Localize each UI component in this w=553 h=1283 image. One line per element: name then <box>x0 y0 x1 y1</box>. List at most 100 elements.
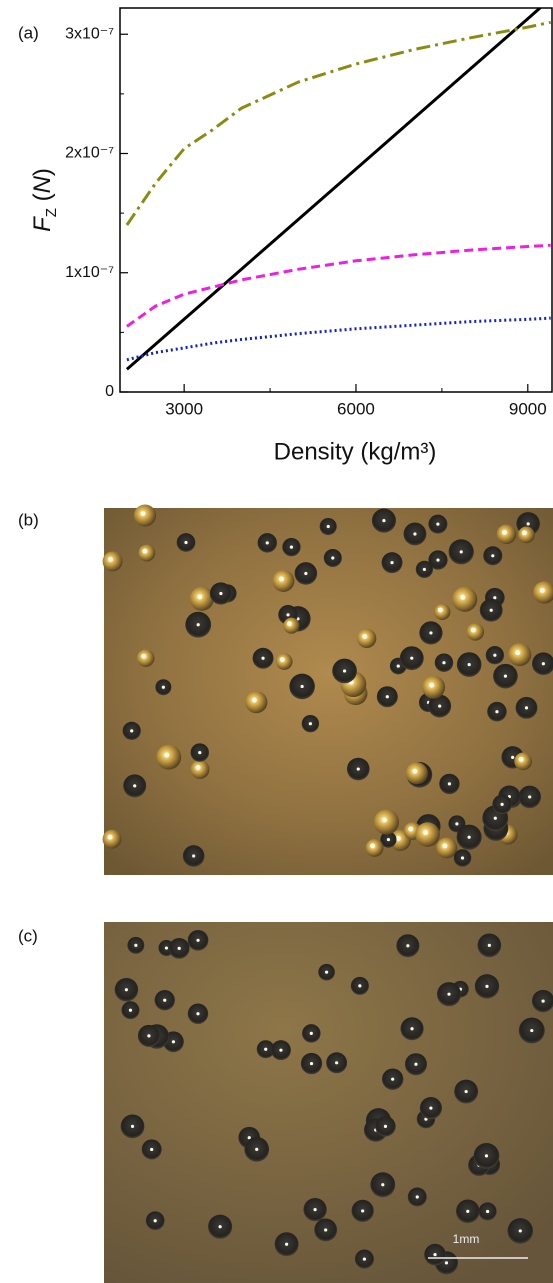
highlight <box>433 1253 436 1256</box>
highlight <box>363 1257 366 1260</box>
y-axis-label: FZ (N) <box>29 168 60 232</box>
highlight <box>468 663 471 666</box>
highlight <box>165 946 168 949</box>
highlight <box>261 657 264 660</box>
highlight <box>219 1225 222 1228</box>
highlight <box>141 511 146 516</box>
particle <box>514 752 532 770</box>
particle <box>138 545 155 562</box>
highlight <box>172 1040 175 1043</box>
highlight <box>504 675 507 678</box>
highlight <box>108 835 113 840</box>
highlight <box>370 843 375 848</box>
highlight <box>279 577 284 582</box>
highlight <box>324 1228 327 1231</box>
highlight <box>150 1148 153 1151</box>
highlight <box>429 683 434 688</box>
highlight <box>325 971 328 974</box>
highlight <box>310 1062 313 1065</box>
panel-label: (c) <box>18 926 38 945</box>
highlight <box>397 664 400 667</box>
highlight <box>491 554 494 557</box>
highlight <box>494 817 497 820</box>
highlight <box>468 836 471 839</box>
highlight <box>301 685 304 688</box>
particle <box>366 839 384 857</box>
highlight <box>130 729 133 732</box>
highlight <box>485 1154 488 1157</box>
highlight <box>287 621 292 626</box>
highlight <box>511 756 514 759</box>
highlight <box>442 843 447 848</box>
highlight <box>255 1148 258 1151</box>
highlight <box>530 1029 533 1032</box>
highlight <box>410 1027 413 1030</box>
particle <box>422 676 445 699</box>
highlight <box>343 669 346 672</box>
series-line <box>127 318 551 360</box>
x-axis-label: Density (kg/m³) <box>274 438 437 465</box>
highlight <box>358 984 361 987</box>
particle <box>508 643 531 666</box>
particle <box>467 623 485 641</box>
highlight <box>490 609 493 612</box>
highlight <box>133 784 136 787</box>
highlight <box>304 572 307 575</box>
y-axis-label-part: (N) <box>29 168 56 208</box>
highlight <box>423 830 428 835</box>
highlight <box>461 856 464 859</box>
highlight <box>131 1125 134 1128</box>
highlight <box>313 1208 316 1211</box>
highlight <box>219 592 222 595</box>
highlight <box>447 993 450 996</box>
highlight <box>382 818 387 823</box>
highlight <box>382 519 385 522</box>
highlight <box>396 836 401 841</box>
highlight <box>384 1125 387 1128</box>
particle <box>273 570 295 592</box>
particle <box>103 830 122 849</box>
highlight <box>279 1049 282 1052</box>
highlight <box>386 695 389 698</box>
panel-label: (b) <box>18 510 39 529</box>
highlight <box>198 751 201 754</box>
highlight <box>196 939 199 942</box>
highlight <box>331 556 334 559</box>
highlight <box>493 596 496 599</box>
y-tick-label: 3x10⁻⁷ <box>65 25 114 42</box>
highlight <box>266 541 269 544</box>
particle <box>518 526 535 543</box>
scale-label: 1mm <box>453 1232 480 1246</box>
y-axis-label-part: F <box>29 216 56 232</box>
particle <box>374 809 399 834</box>
highlight <box>286 613 289 616</box>
particle <box>406 762 428 784</box>
highlight <box>471 627 476 632</box>
highlight <box>141 654 146 659</box>
y-tick-label: 1x10⁻⁷ <box>65 264 114 281</box>
highlight <box>381 1183 384 1186</box>
highlight <box>528 795 531 798</box>
highlight <box>108 557 113 562</box>
particle <box>137 649 155 667</box>
highlight <box>335 1061 338 1064</box>
highlight <box>387 838 390 841</box>
highlight <box>442 661 445 664</box>
particle <box>415 822 440 847</box>
highlight <box>438 607 443 612</box>
particle <box>134 504 156 526</box>
highlight <box>197 594 202 599</box>
highlight <box>486 1210 489 1213</box>
highlight <box>460 595 465 600</box>
highlight <box>542 999 545 1002</box>
y-tick-label: 2x10⁻⁷ <box>65 145 114 162</box>
highlight <box>280 657 285 662</box>
highlight <box>162 686 165 689</box>
highlight <box>362 634 367 639</box>
highlight <box>485 985 488 988</box>
highlight <box>522 530 527 535</box>
highlight <box>192 854 195 857</box>
particle <box>103 551 123 571</box>
highlight <box>413 532 416 535</box>
